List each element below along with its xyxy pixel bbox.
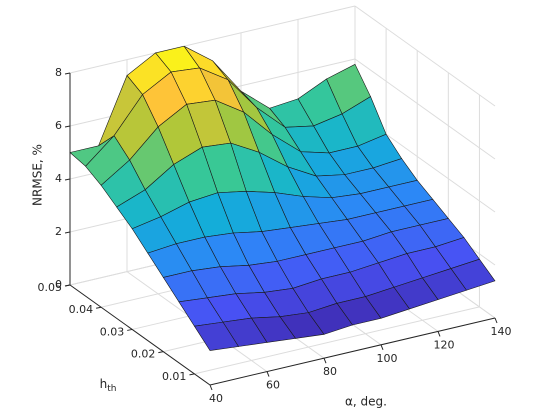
z-tick-label: 6 [55, 119, 62, 132]
axis-line [69, 284, 211, 386]
x-tick-label: 120 [434, 338, 455, 351]
x-tick [323, 358, 327, 364]
y-axis-label: hth [100, 377, 117, 394]
y-tick-label: 0.03 [100, 325, 125, 338]
z-tick [64, 125, 71, 128]
x-tick-label: 100 [377, 352, 398, 365]
y-tick-label: 0.02 [131, 348, 156, 361]
y-label-main: h [100, 377, 108, 391]
x-tick [494, 317, 498, 324]
x-tick-label: 40 [209, 392, 223, 405]
x-tick [266, 371, 270, 377]
y-label-sub: th [107, 384, 116, 394]
x-tick-label: 60 [266, 379, 280, 392]
z-tick [64, 284, 71, 287]
grid-line [194, 306, 480, 375]
y-tick [127, 328, 133, 331]
y-tick [189, 373, 195, 376]
z-tick [64, 231, 71, 234]
y-tick [96, 306, 102, 309]
z-tick-label: 0 [55, 278, 62, 291]
grid-line [354, 5, 496, 107]
grid-line [354, 58, 496, 160]
y-tick-label: 0.05 [38, 281, 63, 294]
y-tick-label: 0.01 [162, 370, 187, 383]
x-tick [437, 331, 441, 337]
x-tick-label: 80 [323, 365, 337, 378]
y-tick [158, 351, 164, 354]
grid-line [69, 5, 356, 74]
surface-patch [193, 321, 240, 351]
z-tick-label: 4 [55, 172, 62, 185]
z-tick [64, 72, 71, 75]
x-axis-label: α, deg. [345, 395, 387, 409]
x-tick [209, 384, 213, 391]
z-tick [64, 178, 71, 181]
z-tick-label: 8 [55, 66, 62, 79]
x-tick [380, 344, 384, 350]
z-tick-label: 2 [55, 225, 62, 238]
axis-line [209, 317, 496, 386]
x-tick-label: 140 [491, 325, 512, 338]
y-tick-label: 0.04 [69, 303, 94, 316]
z-axis-label: NRMSE, % [31, 144, 45, 206]
plot: 40 60 80 100 120 140 0.01 0.02 0.03 0.04 0.050 2 4 6 8 [38, 5, 512, 405]
